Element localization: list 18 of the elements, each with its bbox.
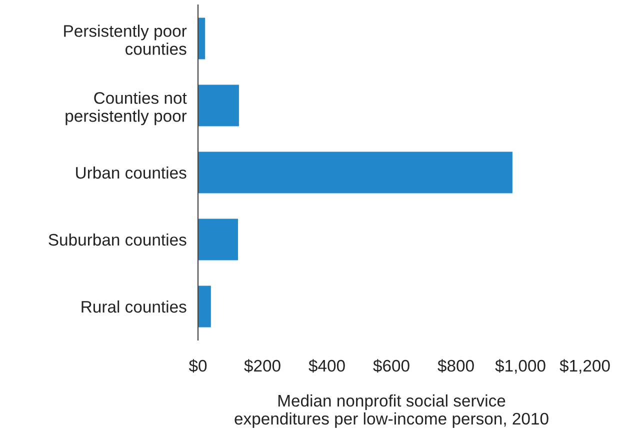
bar bbox=[198, 84, 239, 126]
x-axis-title: Median nonprofit social service expenditures per low-income person, 2010 bbox=[234, 394, 548, 428]
y-tick-label: Rural counties bbox=[82, 300, 186, 313]
x-tick-label: $800 bbox=[438, 359, 474, 373]
x-tick-label: $0 bbox=[188, 359, 207, 373]
bar bbox=[198, 152, 512, 194]
bar bbox=[198, 18, 206, 60]
x-tick-label: $600 bbox=[373, 359, 410, 373]
y-tick-label: Suburban counties bbox=[48, 233, 186, 246]
y-tick-label: Persistently poor counties bbox=[64, 24, 187, 55]
y-tick-label: Urban counties bbox=[76, 166, 186, 179]
bar bbox=[198, 286, 211, 328]
x-tick-label: $1,200 bbox=[560, 359, 610, 374]
bar bbox=[198, 218, 238, 260]
y-tick-label: Counties not persistently poor bbox=[66, 92, 187, 126]
x-tick-label: $1,000 bbox=[495, 359, 546, 374]
x-tick-label: $400 bbox=[308, 359, 345, 373]
x-tick-label: $200 bbox=[244, 359, 280, 373]
